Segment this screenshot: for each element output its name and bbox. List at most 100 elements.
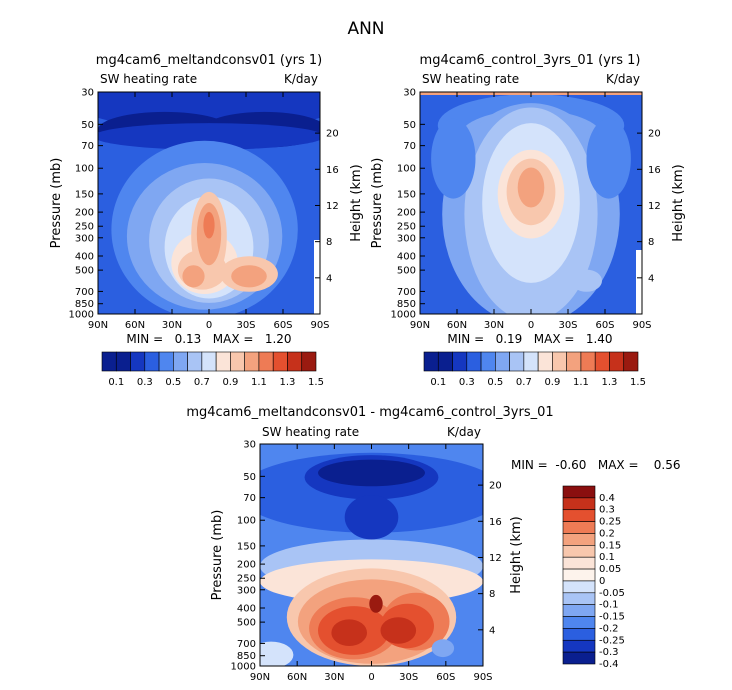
colorbar-swatch	[562, 545, 596, 558]
colorbar-diff: 0.40.30.250.20.150.10.050-0.05-0.1-0.15-…	[562, 485, 625, 670]
y-tick-label: 400	[237, 603, 256, 614]
colorbar-swatch	[562, 580, 596, 594]
y-tick-label: 30	[243, 440, 256, 451]
panel-1-subtitle-left: SW heating rate	[100, 72, 197, 86]
colorbar-label: 0.7	[516, 377, 532, 388]
x-tick-label: 60N	[287, 672, 307, 683]
contour-region	[182, 265, 205, 288]
colorbar-swatch	[562, 651, 596, 665]
colorbar-swatch	[562, 592, 596, 605]
x-tick-label: 90N	[410, 320, 430, 331]
height-tick-label: 12	[326, 201, 339, 212]
y-tick-label: 100	[237, 516, 256, 527]
y-tick-label: 70	[81, 141, 94, 152]
y-tick-label: 1000	[69, 310, 94, 321]
colorbar-label: 1.3	[280, 377, 296, 388]
panel-2-subtitle-left: SW heating rate	[422, 72, 519, 86]
colorbar-swatch	[301, 351, 317, 372]
colorbar-label: 0.3	[137, 377, 153, 388]
colorbar-label: -0.1	[599, 600, 619, 611]
contour-region	[431, 118, 476, 199]
y-tick-label: 200	[75, 208, 94, 219]
x-tick-label: 0	[368, 672, 374, 683]
colorbar-swatch	[562, 628, 596, 641]
colorbar-label: 0.9	[222, 377, 238, 388]
contour-region	[203, 211, 215, 239]
colorbar-swatch	[562, 556, 596, 570]
y-tick-label: 700	[75, 287, 94, 298]
colorbar-label: 1.1	[251, 377, 267, 388]
contour-region	[369, 594, 383, 613]
colorbar-label: 0	[599, 576, 605, 587]
y-tick-label: 250	[397, 222, 416, 233]
colorbar-label: 0.5	[165, 377, 181, 388]
colorbar-swatch	[566, 351, 582, 372]
panel-3-right-label: Height (km)	[509, 516, 524, 593]
y-tick-label: 100	[75, 164, 94, 175]
colorbar-swatch	[580, 351, 596, 372]
colorbar-swatch	[215, 351, 231, 372]
colorbar-label: 0.15	[599, 540, 621, 551]
panel-3-stats: MIN = -0.60 MAX = 0.56	[511, 458, 681, 472]
y-tick-label: 200	[237, 560, 256, 571]
colorbar-swatch	[562, 616, 596, 629]
colorbar-swatch	[287, 351, 303, 372]
contour-region	[231, 265, 267, 288]
x-tick-label: 0	[528, 320, 534, 331]
y-tick-label: 250	[75, 222, 94, 233]
no-data-region	[636, 250, 642, 314]
colorbar-swatch	[562, 568, 596, 582]
colorbar-swatch	[272, 351, 288, 372]
colorbar-label: 1.3	[602, 377, 618, 388]
colorbar-left: 0.1 0.3 0.5 0.7 0.9 1.1 1.3 1.5	[101, 351, 324, 388]
height-tick-label: 16	[648, 165, 661, 176]
y-tick-label: 70	[403, 141, 416, 152]
colorbar-label: 0.05	[599, 564, 621, 575]
colorbar-label: -0.25	[599, 635, 625, 646]
panel-2: mg4cam6_control_3yrs_01 (yrs 1) SW heati…	[370, 53, 686, 346]
colorbar-swatch	[523, 351, 539, 372]
height-tick-label: 12	[648, 201, 661, 212]
y-tick-label: 150	[75, 189, 94, 200]
y-tick-label: 700	[397, 287, 416, 298]
height-tick-label: 8	[489, 589, 495, 600]
y-tick-label: 300	[75, 233, 94, 244]
panel-2-contours	[420, 92, 642, 314]
colorbar-label: -0.4	[599, 659, 619, 670]
height-tick-label: 4	[648, 273, 654, 284]
height-tick-label: 16	[326, 165, 339, 176]
colorbar-label: 0.9	[544, 377, 560, 388]
panel-1-right-label: Height (km)	[349, 164, 364, 241]
y-tick-label: 850	[237, 651, 256, 662]
colorbar-swatch	[509, 351, 525, 372]
colorbar-label: -0.2	[599, 623, 619, 634]
y-tick-label: 850	[397, 299, 416, 310]
contour-region	[517, 167, 545, 208]
x-tick-label: 60S	[273, 320, 292, 331]
colorbar-label: 0.2	[599, 528, 615, 539]
colorbar-swatch	[562, 604, 596, 617]
colorbar-swatch	[562, 533, 596, 546]
colorbar-swatch	[452, 351, 468, 372]
x-tick-label: 30S	[399, 672, 418, 683]
colorbar-label: 0.5	[487, 377, 503, 388]
height-tick-label: 20	[326, 129, 339, 140]
colorbar-label: 0.3	[599, 505, 615, 516]
colorbar-swatch	[562, 485, 596, 499]
panel-3-subtitle-left: SW heating rate	[262, 425, 359, 439]
colorbar-label: 0.7	[194, 377, 210, 388]
colorbar-swatch	[244, 351, 260, 372]
panel-1-contours	[98, 92, 320, 314]
x-tick-label: 60S	[595, 320, 614, 331]
y-tick-label: 50	[81, 120, 94, 131]
colorbar-label: 1.5	[630, 377, 646, 388]
contour-region	[586, 118, 631, 199]
y-tick-label: 500	[237, 618, 256, 629]
colorbar-swatch	[609, 351, 625, 372]
height-tick-label: 20	[648, 129, 661, 140]
y-tick-label: 500	[397, 266, 416, 277]
panel-3-axes: 90N 60N 30N 0 30S 60S 90S 30 50 70 100 150 200 250300…	[231, 440, 502, 684]
colorbar-swatch	[423, 351, 439, 372]
contour-region	[260, 641, 294, 666]
x-tick-label: 30S	[558, 320, 577, 331]
